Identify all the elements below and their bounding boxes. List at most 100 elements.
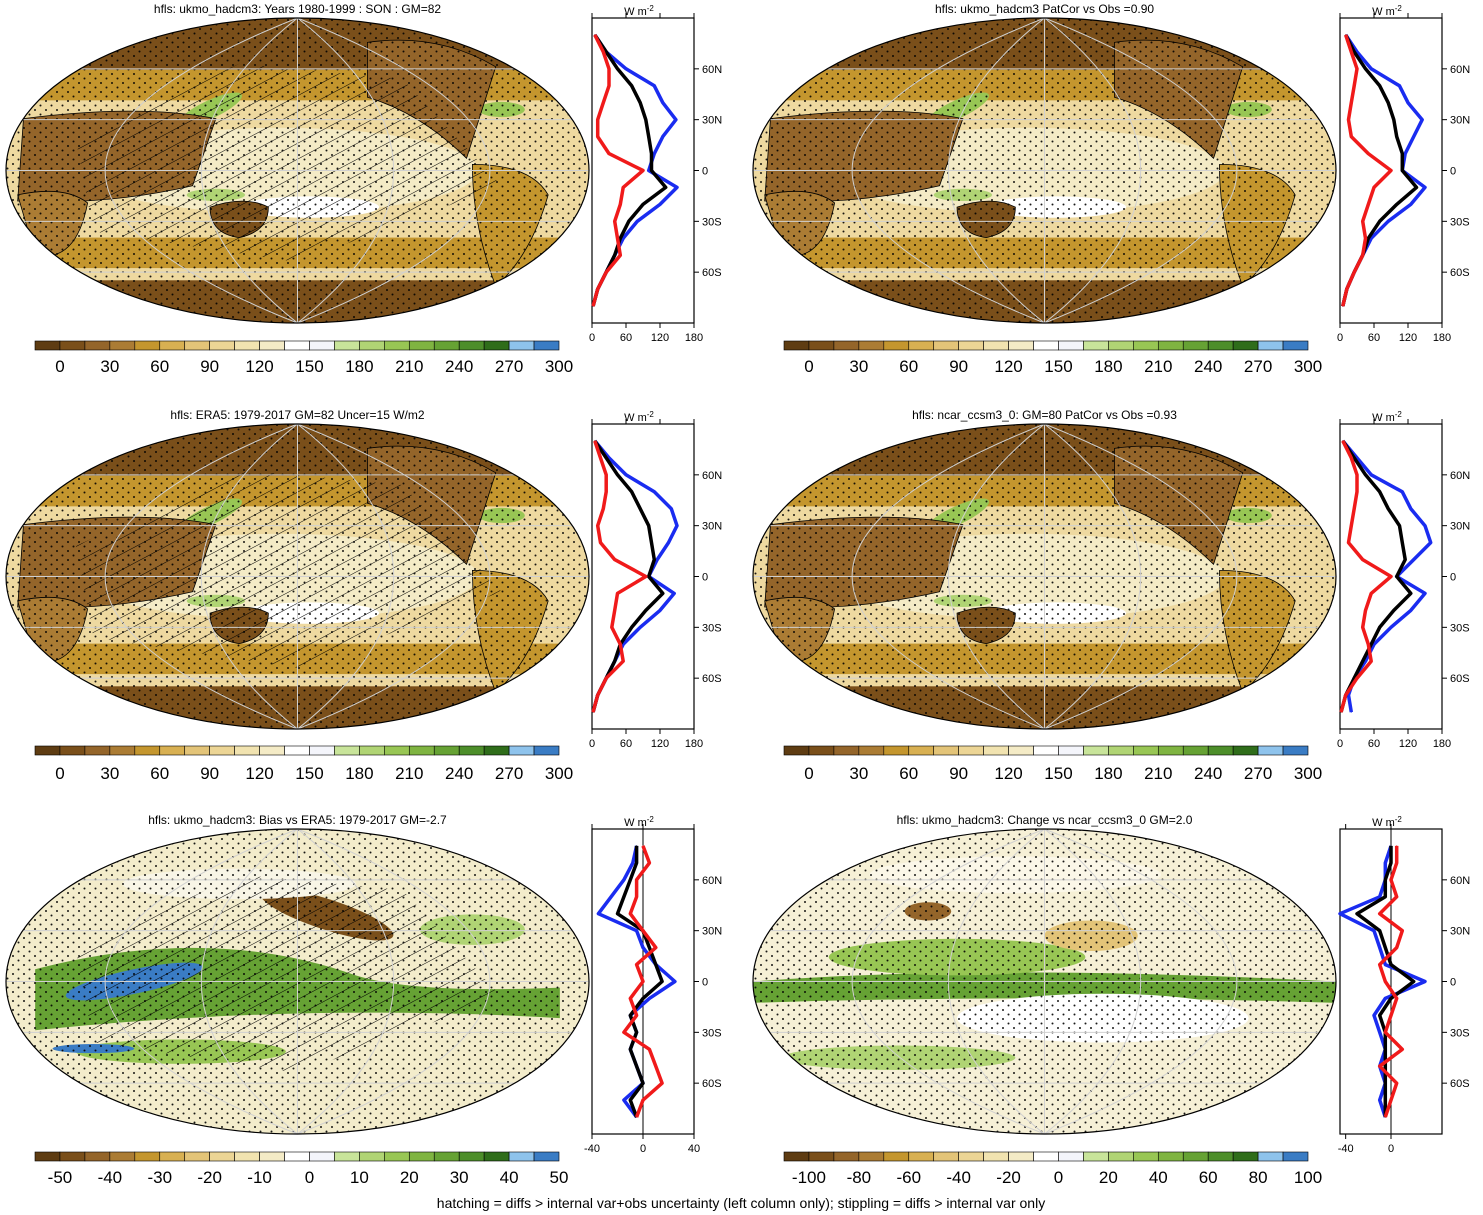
- colorbar-cell: [483, 745, 510, 756]
- zonal-point-black: [1362, 660, 1364, 662]
- zonal-point-red: [1353, 508, 1355, 510]
- zonal-point-black: [642, 1082, 644, 1084]
- colorbar-cell: [234, 745, 260, 756]
- zonal-point-blue: [653, 85, 655, 87]
- colorbar-label: -30: [147, 1168, 172, 1187]
- map-panel-6: hfls: ukmo_hadcm3: Change vs ncar_ccsm3_…: [752, 813, 1337, 1135]
- zonal-point-blue: [1413, 136, 1415, 138]
- zonal-point-red: [608, 68, 610, 70]
- colorbar-cell: [858, 745, 885, 756]
- x-tick-label: 0: [1388, 1143, 1394, 1155]
- zonal-point-blue: [1373, 930, 1375, 932]
- zonal-point-blue: [1370, 474, 1372, 476]
- x-tick-label: 40: [688, 1143, 700, 1155]
- colorbar-cell: [483, 1151, 510, 1162]
- zonal-point-red: [1364, 237, 1367, 239]
- colorbar-cell: [84, 340, 111, 351]
- x-tick-label: 0: [589, 332, 595, 344]
- x-tick-label: 180: [1433, 332, 1451, 344]
- colorbar-label: 20: [1099, 1168, 1118, 1187]
- hatching: [75, 63, 502, 262]
- colorbar-cell: [284, 745, 310, 756]
- zonal-unit-sup: -2: [647, 410, 655, 419]
- zonal-unit-sup: -2: [647, 815, 655, 824]
- zonal-point-black: [1393, 609, 1395, 611]
- colorbar-cell: [1182, 340, 1209, 351]
- zonal-point-black: [619, 237, 621, 239]
- colorbar-cell: [983, 745, 1009, 756]
- colorbar-cell: [259, 745, 285, 756]
- zonal-point-red: [1362, 558, 1364, 561]
- zonal-point-red: [1401, 1048, 1403, 1050]
- colorbar-cell: [1033, 340, 1059, 351]
- zonal-point-red: [1350, 51, 1352, 53]
- lat-tick-label: 30S: [702, 216, 722, 228]
- x-tick-label: 60: [1368, 738, 1380, 750]
- colorbar-cell: [1133, 340, 1159, 351]
- zonal-point-black: [1384, 1082, 1386, 1084]
- zonal-point-blue: [648, 997, 650, 1000]
- colorbar-label: 210: [1144, 764, 1172, 783]
- map-outline: [752, 828, 1337, 1135]
- colorbar-cell: [259, 340, 285, 351]
- colorbar-label: 90: [949, 357, 968, 376]
- meridian-line: [201, 829, 298, 1134]
- map-outline: [752, 423, 1337, 730]
- colorbar-cell: [533, 340, 560, 351]
- map-panel-5: hfls: ukmo_hadcm3: Bias vs ERA5: 1979-20…: [5, 813, 590, 1135]
- colorbar-cell: [159, 745, 186, 756]
- zonal-point-red: [1367, 203, 1369, 205]
- colorbar-cell: [334, 1151, 360, 1162]
- colorbar-cell: [334, 745, 360, 756]
- colorbar-label: -20: [996, 1168, 1021, 1187]
- colorbar-label: 90: [200, 764, 219, 783]
- zonal-point-red: [1350, 136, 1352, 138]
- zonal-unit: W m-2: [624, 815, 654, 829]
- meridian-line: [104, 18, 298, 323]
- colorbar-cell: [359, 745, 385, 756]
- zonal-point-black: [629, 1014, 631, 1016]
- meridian-line: [297, 829, 491, 1134]
- x-tick-label: -40: [1338, 1143, 1354, 1155]
- zonal-point-red: [1384, 1116, 1386, 1118]
- colorbar-cell: [384, 340, 410, 351]
- colorbar-cell: [1182, 1151, 1209, 1162]
- zonal-point-red: [1350, 457, 1352, 459]
- colorbar-cell: [1157, 1151, 1184, 1162]
- zonal-point-black: [642, 997, 644, 1000]
- zonal-point-black: [1410, 592, 1412, 595]
- zonal-point-red: [599, 457, 602, 459]
- zonal-point-blue: [636, 930, 638, 932]
- map-outline: [5, 828, 590, 1135]
- colorbar-label: 30: [450, 1168, 469, 1187]
- colorbar-cell: [1207, 1151, 1234, 1162]
- zonal-point-red: [1364, 609, 1367, 611]
- zonal-point-black: [661, 980, 663, 983]
- zonal-point-red: [597, 136, 599, 138]
- zonal-point-red: [594, 34, 596, 36]
- zonal-point-blue: [1373, 1014, 1375, 1016]
- zonal-mean-panel-4: 60N 30N 0 30S 60S 0 60 120 180 W m-2: [1337, 410, 1470, 750]
- zonal-point-red: [611, 626, 613, 628]
- colorbar-cell: [958, 1151, 984, 1162]
- zonal-point-red: [1362, 254, 1364, 256]
- colorbar-cell: [533, 1151, 560, 1162]
- colorbar-label: 210: [395, 764, 423, 783]
- zonal-point-black: [650, 169, 653, 172]
- zonal-point-blue: [1401, 491, 1403, 493]
- zonal-point-red: [1396, 947, 1398, 949]
- hatching: [75, 469, 502, 668]
- zonal-point-black: [1356, 913, 1358, 915]
- zonal-point-blue: [1370, 237, 1372, 239]
- colorbar-label: 150: [295, 357, 323, 376]
- zonal-point-red: [1379, 1065, 1381, 1067]
- zonal-point-blue: [1339, 913, 1341, 915]
- zonal-point-black: [614, 660, 616, 662]
- colorbar-cell: [84, 1151, 111, 1162]
- zonal-point-blue: [673, 592, 675, 595]
- zonal-point-red: [648, 862, 650, 864]
- meridian-line: [201, 424, 298, 729]
- zonal-point-black: [1387, 102, 1389, 104]
- meridian-line: [297, 424, 394, 729]
- meridian-line: [851, 18, 1045, 323]
